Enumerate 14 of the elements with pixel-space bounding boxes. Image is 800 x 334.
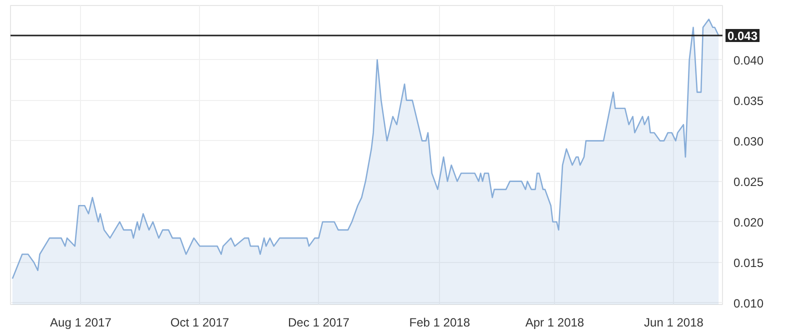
y-tick-label: 0.035	[734, 94, 764, 108]
x-tick-label: Apr 1 2018	[525, 316, 584, 330]
y-tick-label: 0.015	[734, 256, 764, 270]
x-tick-label: Dec 1 2017	[288, 316, 350, 330]
y-tick-label: 0.040	[734, 53, 764, 68]
x-tick-label: Jun 1 2018	[644, 316, 704, 330]
y-tick-label: 0.020	[734, 215, 764, 230]
y-tick-label: 0.010	[734, 296, 764, 310]
ref-line-label: 0.043	[728, 28, 758, 43]
y-tick-label: 0.030	[734, 134, 764, 148]
x-tick-label: Aug 1 2017	[50, 316, 112, 330]
x-tick-label: Oct 1 2017	[170, 316, 230, 330]
x-tick-label: Feb 1 2018	[409, 316, 470, 330]
y-tick-label: 0.025	[734, 174, 764, 189]
